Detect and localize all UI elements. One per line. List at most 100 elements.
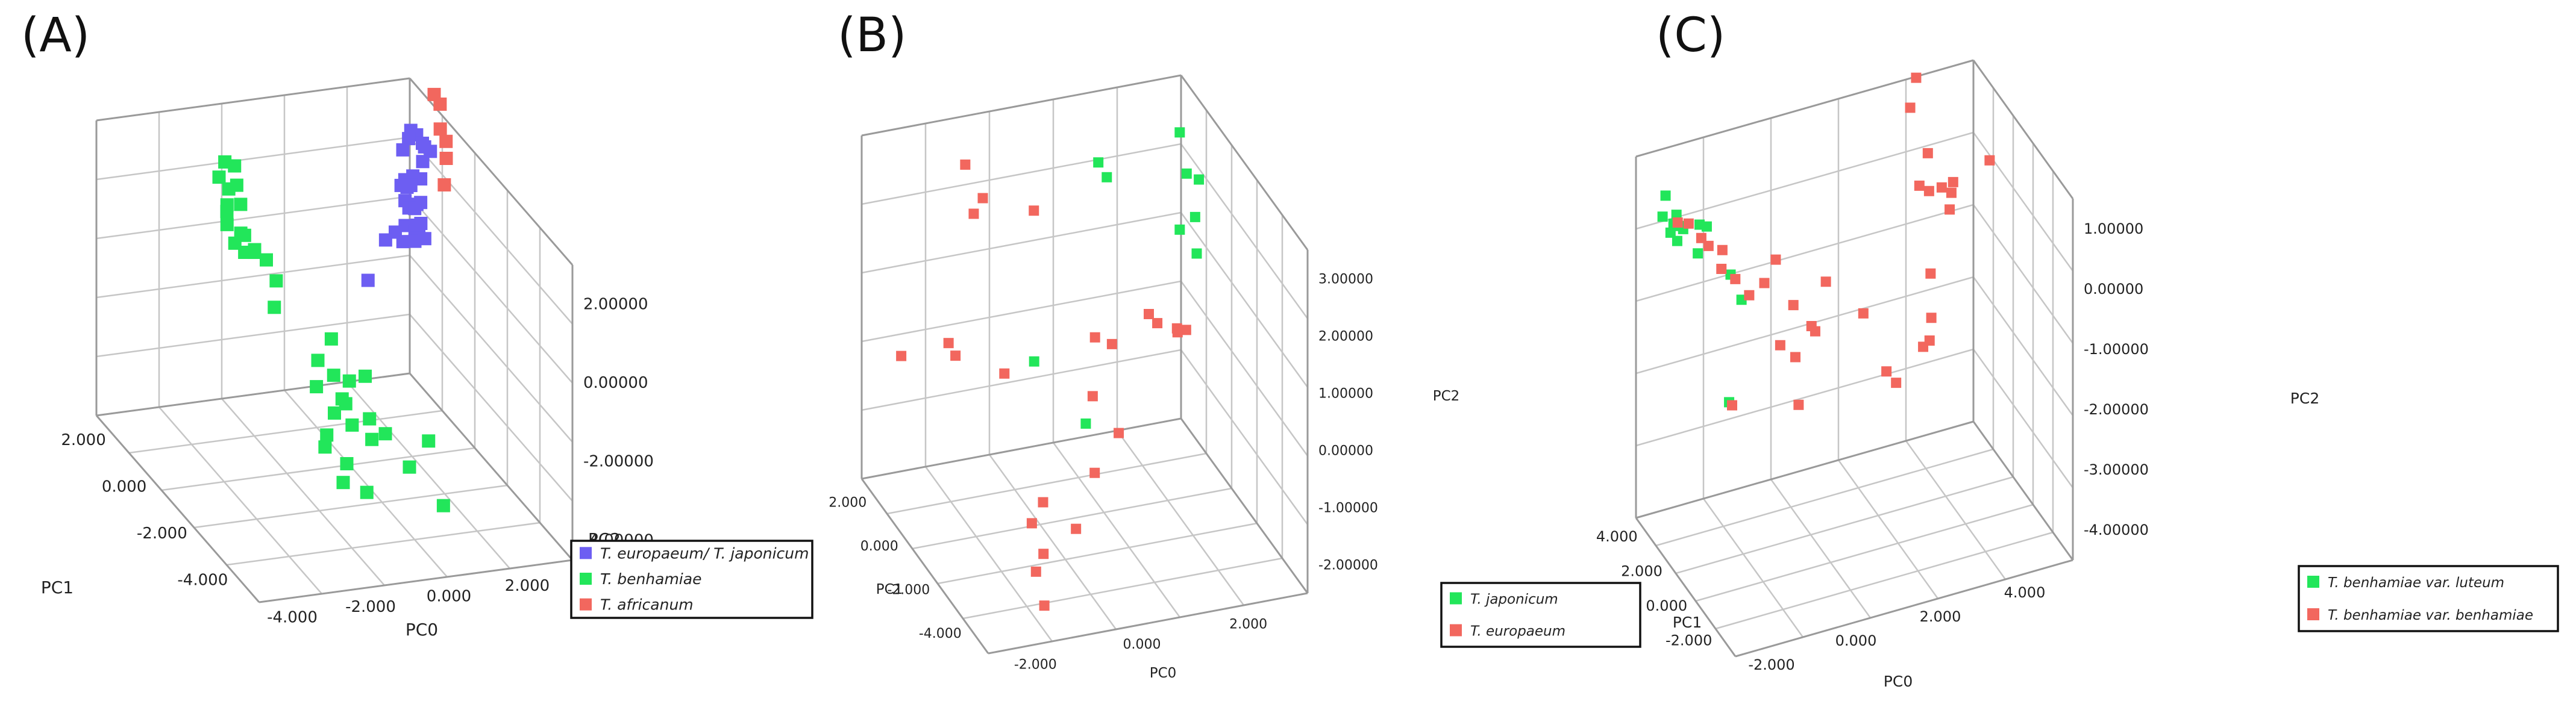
data-point bbox=[1926, 313, 1937, 323]
data-point bbox=[1881, 366, 1892, 377]
series-red bbox=[1672, 72, 1995, 411]
x-tick-label: 2.000 bbox=[505, 577, 550, 595]
series-red bbox=[896, 159, 1191, 611]
data-point bbox=[1911, 72, 1922, 83]
side-wall-gridline bbox=[1180, 143, 1309, 319]
data-point bbox=[422, 434, 436, 448]
y-axis-label: PC1 bbox=[1673, 614, 1702, 631]
data-point bbox=[1759, 278, 1770, 288]
panel-1: (A) -4.000 -2.000 0.000 2.000 -4.000 -2.000 0.0… bbox=[21, 8, 813, 640]
y-axis-label: PC1 bbox=[41, 578, 74, 597]
floor-gridline bbox=[1905, 440, 2007, 580]
z-tick-label: 0.00000 bbox=[2084, 281, 2143, 297]
data-point bbox=[1793, 399, 1804, 410]
data-point bbox=[345, 418, 359, 432]
axis-frame-edge bbox=[409, 373, 574, 561]
axis-frame-edge bbox=[1972, 421, 2074, 561]
floor-gridline bbox=[284, 390, 448, 578]
data-point bbox=[439, 134, 453, 148]
data-point bbox=[1918, 341, 1929, 352]
x-tick-label: -4.000 bbox=[267, 608, 318, 626]
axis-frame-edge bbox=[988, 592, 1308, 655]
y-tick-label: 4.000 bbox=[1596, 528, 1638, 545]
legend-swatch bbox=[580, 547, 592, 559]
axis-frame-edge bbox=[1180, 418, 1309, 594]
data-point bbox=[437, 178, 451, 192]
axis-frame-edge bbox=[1180, 75, 1309, 251]
data-point bbox=[433, 122, 447, 136]
z-tick-label: 1.00000 bbox=[1318, 387, 1373, 402]
legend-label: T. europaeum/ T. japonicum bbox=[600, 544, 809, 562]
legend: T. japonicum T. europaeum bbox=[1440, 582, 1641, 648]
data-point bbox=[408, 202, 422, 216]
data-point bbox=[327, 369, 340, 382]
data-point bbox=[439, 151, 453, 165]
z-tick-label: -3.00000 bbox=[2084, 461, 2149, 478]
data-point bbox=[1657, 211, 1668, 222]
data-point bbox=[1181, 168, 1192, 179]
data-point bbox=[212, 170, 226, 184]
data-point bbox=[311, 354, 325, 367]
panel-label: (A) bbox=[21, 8, 90, 63]
z-tick-label: 2.00000 bbox=[1318, 329, 1373, 344]
z-axis-label: PC2 bbox=[1433, 388, 1460, 404]
data-point bbox=[359, 369, 372, 383]
data-point bbox=[234, 198, 248, 211]
data-point bbox=[1696, 232, 1706, 243]
data-point bbox=[1191, 248, 1202, 259]
x-tick-label: 4.000 bbox=[2004, 584, 2046, 601]
y-tick-label: -2.000 bbox=[1666, 632, 1712, 649]
z-tick-label: -1.00000 bbox=[1318, 501, 1378, 516]
data-point bbox=[1172, 327, 1183, 338]
data-point bbox=[1936, 182, 1947, 193]
data-point bbox=[1180, 325, 1191, 335]
y-tick-label: 0.000 bbox=[102, 478, 146, 496]
legend-label: T. benhamiae var. luteum bbox=[2328, 575, 2504, 591]
data-point bbox=[1693, 248, 1703, 259]
data-point bbox=[1770, 254, 1781, 265]
series-green bbox=[212, 155, 450, 512]
data-point bbox=[1820, 276, 1831, 287]
series-purple bbox=[361, 123, 437, 287]
floor-gridline bbox=[1052, 442, 1181, 618]
z-tick-label: -1.00000 bbox=[2084, 341, 2149, 358]
data-point bbox=[228, 159, 242, 173]
data-point bbox=[360, 485, 374, 499]
x-tick-label: 0.000 bbox=[1123, 637, 1161, 652]
data-point bbox=[1093, 157, 1104, 168]
back-wall-gridline bbox=[861, 143, 1182, 205]
floor-gridline bbox=[1702, 498, 1804, 638]
data-point bbox=[1858, 308, 1869, 319]
axis-frame-edge bbox=[861, 417, 1182, 480]
data-point bbox=[416, 155, 430, 169]
data-point bbox=[999, 368, 1010, 379]
data-point bbox=[1087, 391, 1098, 402]
floor-gridline bbox=[193, 484, 508, 529]
data-point bbox=[418, 232, 431, 246]
data-point bbox=[1701, 221, 1712, 232]
floor-gridline bbox=[1695, 503, 2034, 602]
data-point bbox=[1683, 218, 1694, 229]
y-tick-label: 2.000 bbox=[61, 431, 105, 449]
floor-gridline bbox=[962, 557, 1283, 620]
axis-frame-edge bbox=[95, 415, 260, 603]
axis-frame-edge bbox=[1735, 559, 2073, 658]
back-wall-gridline bbox=[1635, 204, 1974, 302]
data-point bbox=[1089, 467, 1100, 478]
y-tick-label: -2.000 bbox=[137, 525, 187, 543]
data-point bbox=[340, 457, 354, 471]
axis-frame-edge bbox=[1635, 517, 1737, 657]
data-point bbox=[1026, 518, 1037, 529]
axis-frame-edge bbox=[96, 372, 410, 417]
floor-gridline bbox=[128, 410, 443, 454]
z-tick-label: -2.00000 bbox=[1318, 558, 1378, 573]
series-red bbox=[427, 87, 453, 192]
floor-gridline bbox=[346, 381, 510, 569]
panel-label: (B) bbox=[838, 8, 906, 63]
data-point bbox=[977, 193, 988, 204]
axis-frame-edge bbox=[259, 559, 573, 603]
data-point bbox=[402, 132, 416, 146]
data-point bbox=[1080, 418, 1091, 429]
axis-frame-edge bbox=[861, 74, 1182, 137]
